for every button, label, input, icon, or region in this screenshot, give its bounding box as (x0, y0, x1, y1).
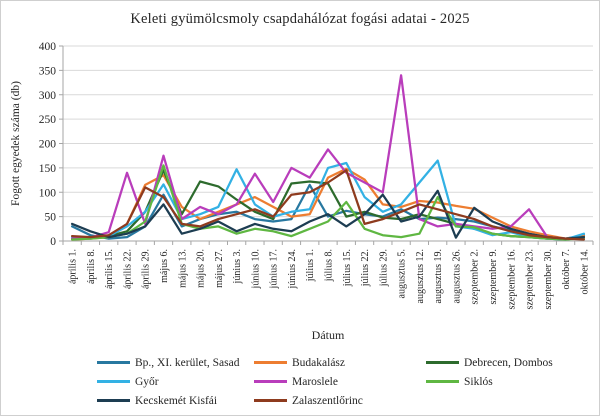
legend-swatch (254, 380, 287, 383)
legend-item-gy-r: Győr (97, 376, 254, 388)
chart-title: Keleti gyümölcsmoly csapdahálózat fogási… (130, 11, 470, 27)
legend-label: Budakalász (292, 356, 346, 369)
x-tick-label: augusztus 26. (451, 249, 462, 303)
x-tick-label: április 8. (86, 249, 97, 284)
y-tick-label: 200 (39, 139, 57, 151)
chart-legend: Bp., XI. kerület, Sasad Budakalász Debrece… (97, 353, 563, 410)
x-tick-label: április 15. (104, 249, 115, 289)
legend-item-debrecen-dombos: Debrecen, Dombos (426, 357, 563, 369)
legend-swatch (254, 361, 287, 364)
y-tick-label: 250 (39, 114, 57, 126)
x-tick-label: május 27. (214, 249, 225, 288)
legend-label: Siklós (464, 375, 493, 388)
series-line-sikl-s (70, 164, 586, 241)
x-tick-label: október 14. (579, 249, 590, 295)
y-tick-label: 400 (39, 41, 57, 53)
y-axis-title: Fogott egyedek száma (db) (10, 81, 22, 206)
x-tick-label: augusztus 12. (415, 249, 426, 303)
legend-swatch (426, 380, 459, 383)
legend-item-kecskem-t-kisf-i: Kecskemét Kisfái (97, 395, 254, 407)
y-tick-label: 50 (45, 212, 57, 224)
x-tick-label: július 8. (324, 249, 335, 282)
x-tick-label: szeptember 16. (506, 249, 517, 310)
series-line-zalaszentl-rinc (70, 169, 586, 241)
y-tick-label: 300 (39, 90, 57, 102)
legend-label: Maroslele (292, 375, 338, 388)
x-tick-label: április 29. (141, 249, 152, 289)
legend-item-sikl-s: Siklós (426, 376, 563, 388)
legend-item-bp-xi-ker-let-sasad: Bp., XI. kerület, Sasad (97, 357, 254, 369)
y-tick-label: 150 (39, 163, 57, 175)
y-tick-label: 350 (39, 65, 57, 77)
x-tick-label: október 7. (561, 249, 572, 290)
legend-swatch (97, 399, 130, 402)
legend-swatch (254, 399, 287, 402)
legend-item-budakal-sz: Budakalász (254, 357, 426, 369)
x-tick-label: június 10. (250, 249, 261, 289)
x-tick-label: április 22. (122, 249, 133, 289)
x-tick-label: június 3. (232, 249, 243, 284)
x-tick-label: szeptember 2. (470, 249, 481, 305)
legend-swatch (97, 380, 130, 383)
legend-item-maroslele: Maroslele (254, 376, 426, 388)
legend-item-zalaszentl-rinc: Zalaszentlőrinc (254, 395, 426, 407)
legend-swatch (426, 361, 459, 364)
legend-label: Győr (135, 375, 159, 388)
x-tick-label: szeptember 23. (525, 249, 536, 310)
legend-label: Zalaszentlőrinc (292, 394, 363, 407)
x-tick-label: május 20. (196, 249, 207, 288)
x-tick-label: június 17. (269, 249, 280, 289)
x-tick-label: augusztus 19. (433, 249, 444, 303)
x-tick-label: július 15. (342, 249, 353, 287)
y-tick-label: 0 (50, 236, 56, 248)
x-tick-label: augusztus 5. (397, 249, 408, 298)
x-axis-title: Dátum (312, 328, 345, 342)
line-chart-plot: 0 50 100 150 200 250 300 350 400 április 1. áprili… (10, 41, 594, 342)
x-tick-label: szeptember 30. (543, 249, 554, 310)
legend-swatch (97, 361, 130, 364)
x-tick-label: május 6. (159, 249, 170, 283)
x-tick-label: szeptember 9. (488, 249, 499, 305)
x-tick-label: július 22. (360, 249, 371, 287)
legend-label: Kecskemét Kisfái (135, 394, 218, 407)
x-tick-label: június 24. (287, 249, 298, 289)
x-tick-label: május 13. (177, 249, 188, 288)
x-tick-label: július 1. (305, 249, 316, 282)
y-tick-label: 100 (39, 187, 57, 199)
legend-label: Bp., XI. kerület, Sasad (135, 356, 240, 369)
legend-label: Debrecen, Dombos (464, 356, 553, 369)
x-tick-label: április 1. (68, 249, 79, 284)
series-line-kecskem-t-kisf-i (70, 189, 586, 240)
x-tick-label: július 29. (378, 249, 389, 287)
